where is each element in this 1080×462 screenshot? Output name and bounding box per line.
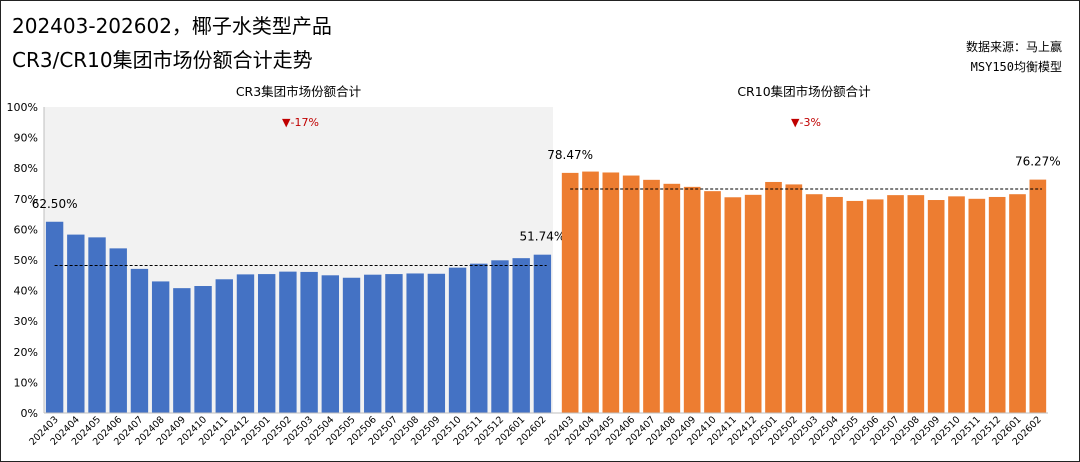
bar <box>927 200 945 413</box>
last-value-label: 76.27% <box>1015 155 1061 169</box>
bar <box>643 179 660 413</box>
source-line1: 数据来源：马上赢 <box>965 40 1062 54</box>
y-tick-label: 90% <box>14 132 38 145</box>
bar <box>130 268 149 413</box>
bar <box>1009 194 1026 413</box>
bar <box>67 234 85 413</box>
bar <box>194 286 212 413</box>
bar <box>663 183 681 413</box>
bar <box>846 200 864 413</box>
bar <box>968 198 986 413</box>
panel-title: CR10集团市场份额合计 <box>737 84 870 99</box>
bar <box>1029 179 1047 413</box>
y-tick-label: 70% <box>14 193 38 206</box>
bar <box>887 195 904 413</box>
bar <box>406 273 424 413</box>
bar <box>470 263 488 413</box>
panel-background <box>44 107 553 413</box>
y-tick-label: 50% <box>14 254 38 267</box>
bar <box>45 221 64 413</box>
panel-background <box>560 107 1048 413</box>
y-tick-label: 60% <box>14 223 38 236</box>
bar <box>173 288 191 413</box>
chart-title-line2: CR3/CR10集团市场份额合计走势 <box>12 48 313 72</box>
bar <box>109 248 127 413</box>
change-label: ▼-3% <box>791 116 821 129</box>
bar <box>512 258 530 413</box>
bar <box>300 271 318 413</box>
panel-title: CR3集团市场份额合计 <box>236 84 361 99</box>
bar <box>907 195 925 413</box>
bar <box>215 279 233 413</box>
bar <box>236 274 255 413</box>
y-tick-label: 10% <box>14 376 38 389</box>
y-tick-label: 80% <box>14 162 38 175</box>
bar <box>364 274 382 413</box>
y-tick-label: 30% <box>14 315 38 328</box>
bar <box>683 186 701 413</box>
source-line2: MSY150均衡模型 <box>970 60 1062 74</box>
bar <box>765 181 782 413</box>
first-value-label: 78.47% <box>547 148 593 162</box>
last-value-label: 51.74% <box>520 230 566 244</box>
bar <box>321 275 340 413</box>
bar <box>948 196 965 413</box>
bar <box>805 194 823 413</box>
bar <box>385 274 403 413</box>
bar <box>279 271 297 413</box>
change-label: ▼-17% <box>282 116 319 129</box>
bar <box>88 237 106 413</box>
bar <box>785 184 803 413</box>
bar <box>622 175 640 413</box>
bar <box>866 199 884 413</box>
bar <box>533 254 552 413</box>
bar <box>724 197 742 413</box>
bar <box>704 191 721 413</box>
bar <box>744 194 762 413</box>
bar <box>491 260 509 413</box>
bar <box>342 277 361 413</box>
bar <box>602 172 620 413</box>
bar <box>257 274 276 413</box>
bar <box>988 196 1006 413</box>
y-tick-label: 100% <box>7 101 38 114</box>
y-tick-label: 20% <box>14 346 38 359</box>
y-tick-label: 0% <box>21 407 38 420</box>
bar <box>561 172 579 413</box>
chart-title-line1: 202403-202602，椰子水类型产品 <box>12 14 332 38</box>
bar <box>151 281 170 413</box>
bar <box>826 196 843 413</box>
bar <box>427 273 446 413</box>
bar <box>448 267 467 413</box>
first-value-label: 62.50% <box>32 197 78 211</box>
y-tick-label: 40% <box>14 285 38 298</box>
bar <box>582 171 599 413</box>
